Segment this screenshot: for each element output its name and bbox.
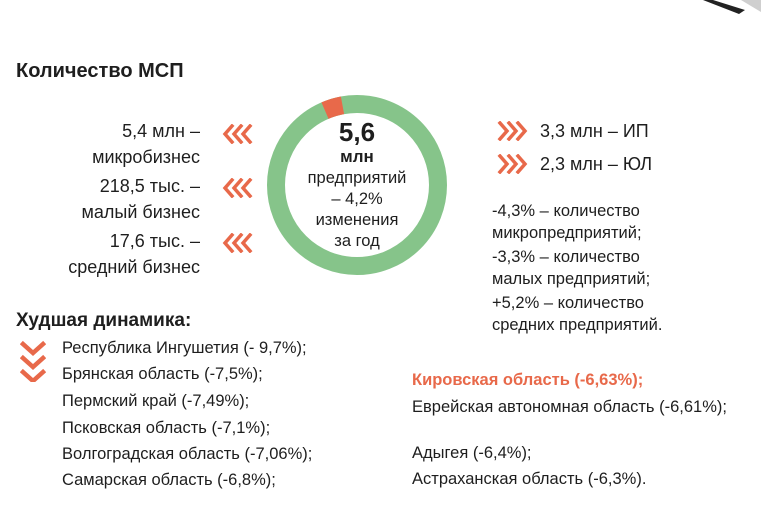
chevron-left-icon	[222, 233, 253, 253]
msp-donut: 5,6 млн предприятий – 4,2% изменения за …	[262, 90, 452, 280]
region-item: Астраханская область (-6,3%).	[412, 470, 647, 488]
donut-line-3: изменения	[315, 211, 399, 229]
total-number: 5,6	[338, 117, 376, 147]
small-change-stat: -3,3% – количество малых предприятий;	[492, 248, 651, 288]
chevron-left-icon	[222, 178, 253, 198]
region-item-highlight: Кировская область (-6,63%);	[412, 371, 644, 389]
donut-center-text: 5,6 млн предприятий – 4,2% изменения за …	[262, 90, 452, 280]
ul-count: 2,3 млн – ЮЛ	[540, 154, 653, 174]
small-business-label: 218,5 тыс. – малый бизнес	[81, 176, 200, 222]
donut-line-2: – 4,2%	[331, 190, 383, 208]
donut-accent-segment	[321, 96, 345, 119]
chevron-right-icon	[497, 121, 528, 141]
worst-dynamics-title: Худшая динамика:	[16, 310, 192, 331]
microbusiness-label: 5,4 млн – микробизнес	[92, 121, 200, 167]
chevron-down-icon	[20, 340, 46, 382]
chevron-right-icon	[497, 154, 528, 174]
corner-decoration	[703, 0, 761, 14]
region-item: Еврейская автономная область (-6,61%);	[412, 398, 727, 416]
region-item: Псковская область (-7,1%);	[62, 419, 271, 437]
region-item: Брянская область (-7,5%);	[62, 365, 263, 383]
chevron-left-icon	[222, 124, 253, 144]
region-item: Адыгея (-6,4%);	[412, 444, 532, 462]
donut-ring	[267, 95, 447, 275]
medium-business-label: 17,6 тыс. – средний бизнес	[68, 231, 200, 277]
ip-count: 3,3 млн – ИП	[540, 121, 649, 141]
region-item: Пермский край (-7,49%);	[62, 392, 250, 410]
micro-change-stat: -4,3% – количество микропредприятий;	[492, 202, 642, 242]
region-item: Самарская область (-6,8%);	[62, 471, 276, 489]
total-unit: млн	[340, 147, 374, 166]
section-title: Количество МСП	[16, 60, 184, 82]
region-item: Республика Ингушетия (- 9,7%);	[62, 339, 307, 357]
region-item: Волгоградская область (-7,06%);	[62, 445, 313, 463]
donut-line-4: за год	[334, 232, 380, 250]
medium-change-stat: +5,2% – количество средних предприятий.	[492, 294, 663, 334]
donut-line-1: предприятий	[307, 169, 407, 187]
